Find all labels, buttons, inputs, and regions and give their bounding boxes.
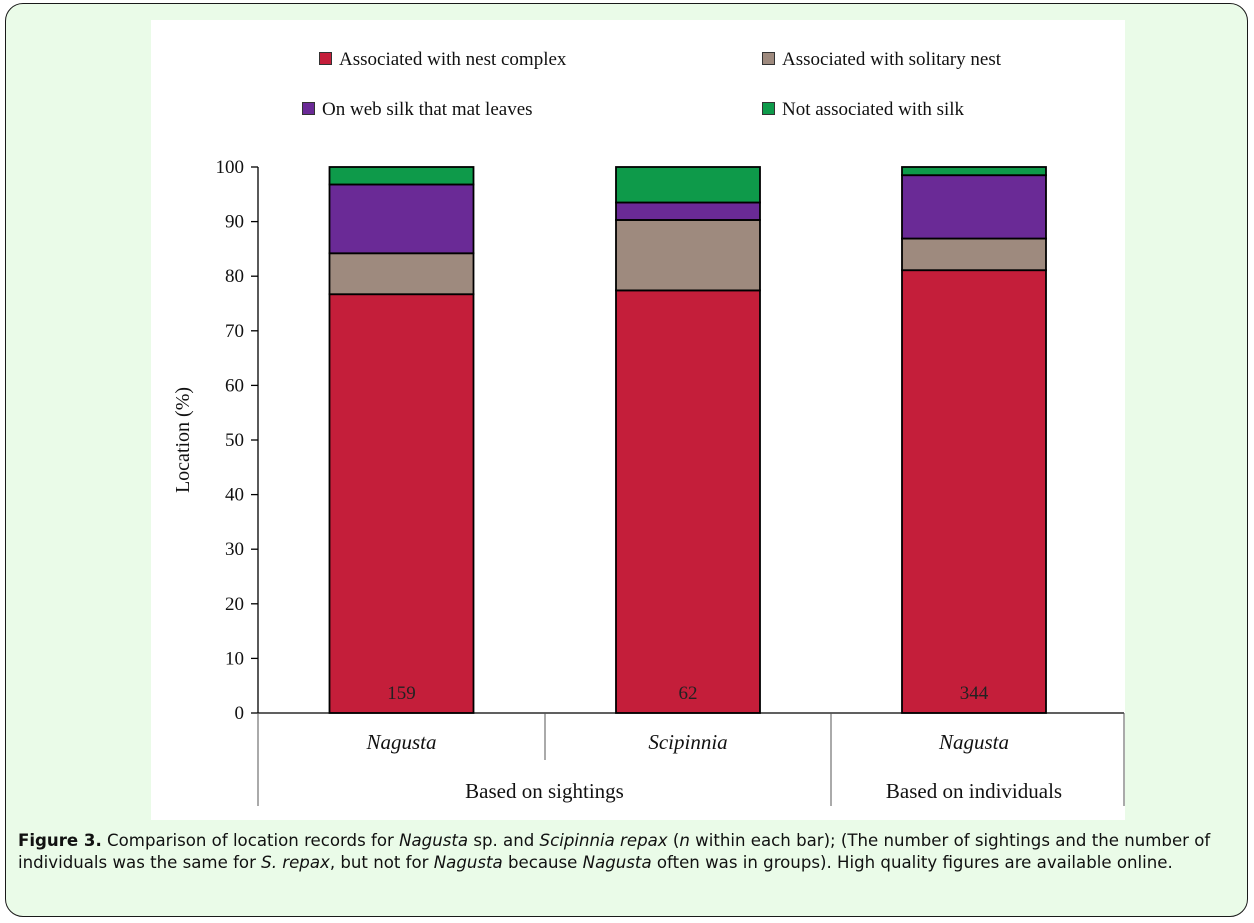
bar-segment: [901, 237, 1047, 272]
legend-swatch-solitary-nest: [762, 52, 775, 65]
legend-label-not-silk: Not associated with silk: [782, 99, 965, 120]
caption-segment: Nagusta: [433, 853, 503, 872]
bar-segment: [328, 252, 475, 296]
x-category-label: Scipinnia: [648, 730, 727, 754]
bar-segment: [615, 201, 761, 221]
caption-segment: often was in groups). High quality figur…: [651, 853, 1173, 872]
caption-segment: within each bar); (The number of sightin…: [18, 831, 1211, 872]
bar-segment: [615, 289, 761, 714]
caption-segment: because: [502, 853, 583, 872]
y-tick-label: 100: [216, 157, 245, 178]
y-tick-label: 20: [225, 594, 244, 615]
bar-segment: [901, 166, 1047, 177]
caption-segment: Scipinnia repax: [539, 831, 668, 850]
caption-segment: sp. and: [468, 831, 540, 850]
y-tick-label: 30: [225, 539, 244, 560]
caption-segment: Nagusta: [582, 853, 652, 872]
y-tick-label: 90: [225, 212, 244, 233]
legend-swatch-nest-complex: [319, 52, 332, 65]
bar-segment: [328, 293, 475, 714]
figure-caption: Figure 3. Comparison of location records…: [18, 830, 1233, 874]
figure-label: Figure 3.: [18, 831, 102, 850]
bar-n-label: 159: [387, 683, 416, 704]
legend-swatch-web-silk: [302, 102, 315, 115]
stacked-bar-chart: 0 10 20 30 40 50 60 70 80 90 100 Location (%) 159 62 3…: [172, 157, 1125, 806]
y-tick-label: 10: [225, 648, 244, 669]
bar-n-label: 344: [960, 683, 989, 704]
bar-segment: [328, 166, 475, 186]
y-tick-label: 40: [225, 485, 244, 506]
bar-segment: [901, 174, 1047, 240]
chart-panel: Associated with nest complex Associated …: [151, 20, 1125, 820]
x-category-label: Nagusta: [938, 730, 1009, 754]
y-tick-label: 0: [235, 703, 245, 724]
y-tick-label: 70: [225, 321, 244, 342]
x-group-label: Based on sightings: [465, 779, 624, 803]
caption-segment: Nagusta: [399, 831, 469, 850]
legend-swatch-not-silk: [762, 102, 775, 115]
x-category-label: Nagusta: [365, 730, 436, 754]
caption-segment: Comparison of location records for: [101, 831, 400, 850]
y-tick-label: 80: [225, 266, 244, 287]
bar-n-label: 62: [679, 683, 698, 704]
bar-segment: [615, 219, 761, 292]
legend-label-solitary-nest: Associated with solitary nest: [782, 49, 1001, 70]
y-tick-label: 50: [225, 430, 244, 451]
bar-segment: [901, 269, 1047, 714]
y-tick-label: 60: [225, 375, 244, 396]
legend-label-web-silk: On web silk that mat leaves: [322, 99, 533, 120]
caption-segment: n: [679, 831, 690, 850]
caption-text: Comparison of location records for Nagus…: [18, 831, 1210, 872]
caption-segment: S. repax: [261, 853, 330, 872]
y-axis-title: Location (%): [172, 387, 194, 493]
legend-label-nest-complex: Associated with nest complex: [339, 49, 567, 70]
x-group-label: Based on individuals: [886, 779, 1062, 803]
caption-segment: , but not for: [329, 853, 434, 872]
caption-segment: (: [667, 831, 680, 850]
bar-segment: [615, 166, 761, 204]
bar-segment: [328, 183, 475, 255]
